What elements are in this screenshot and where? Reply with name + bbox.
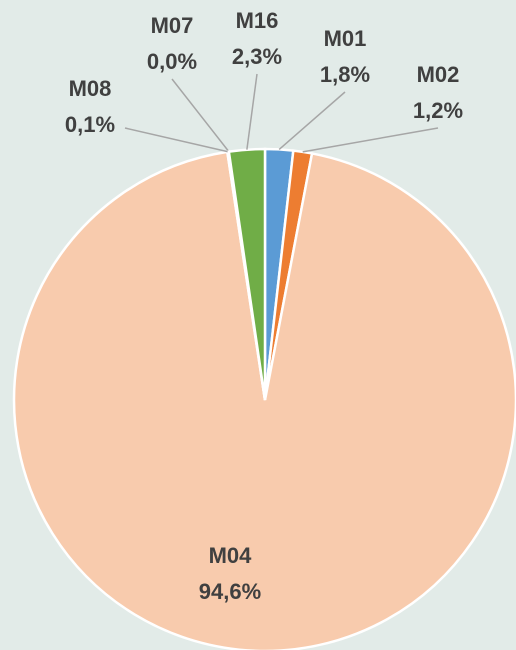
pie-slice bbox=[12, 150, 516, 650]
slice-name: M16 bbox=[236, 8, 279, 33]
slice-value: 0,0% bbox=[147, 49, 197, 74]
slice-value: 94,6% bbox=[199, 579, 261, 604]
slice-value: 1,2% bbox=[413, 98, 463, 123]
slice-name: M02 bbox=[417, 62, 460, 87]
leader-line bbox=[171, 78, 230, 153]
slice-value: 1,8% bbox=[320, 62, 370, 87]
slice-name: M04 bbox=[209, 543, 253, 568]
slice-name: M08 bbox=[69, 76, 112, 101]
leader-line bbox=[278, 91, 346, 150]
slice-value: 0,1% bbox=[65, 112, 115, 137]
slice-name: M01 bbox=[324, 26, 367, 51]
leader-line bbox=[302, 127, 439, 153]
leader-line bbox=[124, 127, 229, 153]
slice-value: 2,3% bbox=[232, 44, 282, 69]
leader-line bbox=[246, 73, 258, 150]
slice-name: M07 bbox=[151, 13, 194, 38]
